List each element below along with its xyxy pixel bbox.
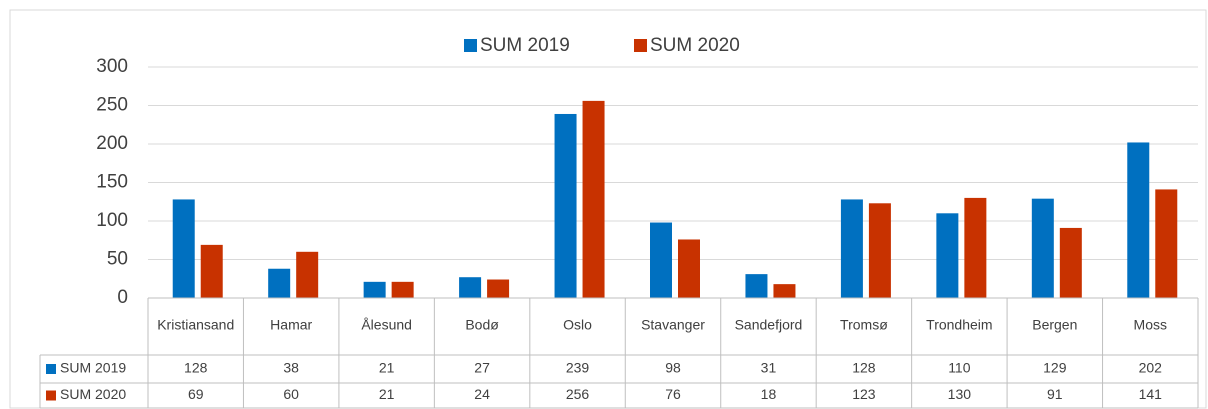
- legend-label: SUM 2020: [650, 35, 740, 56]
- bar: [868, 203, 891, 298]
- table-cell: 38: [283, 360, 299, 376]
- bar: [459, 277, 482, 298]
- y-tick-label: 250: [96, 95, 128, 116]
- y-tick-label: 300: [96, 56, 128, 77]
- bar: [363, 281, 386, 298]
- y-tick-label: 0: [117, 287, 128, 308]
- bar: [487, 279, 510, 298]
- bar: [773, 284, 796, 298]
- x-tick-label: Kristiansand: [157, 317, 234, 333]
- x-tick-label: Bodø: [465, 317, 499, 333]
- table-cell: 141: [1139, 386, 1163, 402]
- legend-swatch: [464, 39, 477, 52]
- bar: [200, 244, 223, 298]
- bar: [1031, 198, 1054, 298]
- x-tick-label: Oslo: [563, 317, 592, 333]
- table-cell: 128: [184, 360, 208, 376]
- bar: [1127, 142, 1150, 298]
- table-cell: 18: [761, 386, 777, 402]
- table-cell: 239: [566, 360, 590, 376]
- table-cell: 91: [1047, 386, 1063, 402]
- table-cell: 24: [474, 386, 490, 402]
- y-tick-label: 200: [96, 133, 128, 154]
- bar: [1059, 227, 1082, 298]
- x-tick-label: Moss: [1134, 317, 1167, 333]
- bar: [554, 113, 577, 298]
- bar: [936, 213, 959, 298]
- table-cell: 69: [188, 386, 204, 402]
- bar: [582, 100, 605, 298]
- table-cell: 110: [948, 360, 971, 376]
- legend-key: [46, 390, 56, 401]
- bar: [268, 268, 291, 298]
- y-tick-label: 150: [96, 172, 128, 193]
- legend-label: SUM 2019: [480, 35, 570, 56]
- table-cell: 21: [379, 360, 395, 376]
- bar: [745, 274, 768, 298]
- y-tick-label: 100: [96, 210, 128, 231]
- bar: [172, 199, 195, 298]
- bar: [650, 222, 672, 298]
- x-tick-label: Ålesund: [361, 317, 412, 333]
- bar: [1155, 189, 1178, 298]
- table-cell: 27: [474, 360, 490, 376]
- table-cell: 202: [1139, 360, 1163, 376]
- x-tick-label: Tromsø: [840, 317, 888, 333]
- legend-swatch: [634, 39, 647, 52]
- table-cell: 256: [566, 386, 590, 402]
- bar: [964, 197, 987, 298]
- x-tick-label: Stavanger: [641, 317, 705, 333]
- bar: [840, 199, 863, 298]
- table-cell: 128: [852, 360, 876, 376]
- bar: [391, 281, 414, 298]
- table-cell: 60: [283, 386, 299, 402]
- legend-key: [46, 364, 56, 374]
- x-tick-label: Trondheim: [926, 317, 992, 333]
- table-cell: 130: [948, 386, 972, 402]
- bar: [678, 239, 700, 298]
- table-row-label: SUM 2019: [60, 360, 126, 376]
- table-cell: 21: [379, 386, 395, 402]
- x-tick-label: Sandefjord: [735, 317, 803, 333]
- table-cell: 31: [761, 360, 777, 376]
- table-cell: 129: [1043, 360, 1067, 376]
- x-tick-label: Hamar: [270, 317, 312, 333]
- table-cell: 98: [665, 360, 681, 376]
- table-row-label: SUM 2020: [60, 386, 126, 402]
- table-cell: 123: [852, 386, 876, 402]
- y-tick-label: 50: [107, 249, 128, 270]
- x-tick-label: Bergen: [1032, 317, 1077, 333]
- table-cell: 76: [665, 386, 681, 402]
- bar: [296, 251, 319, 298]
